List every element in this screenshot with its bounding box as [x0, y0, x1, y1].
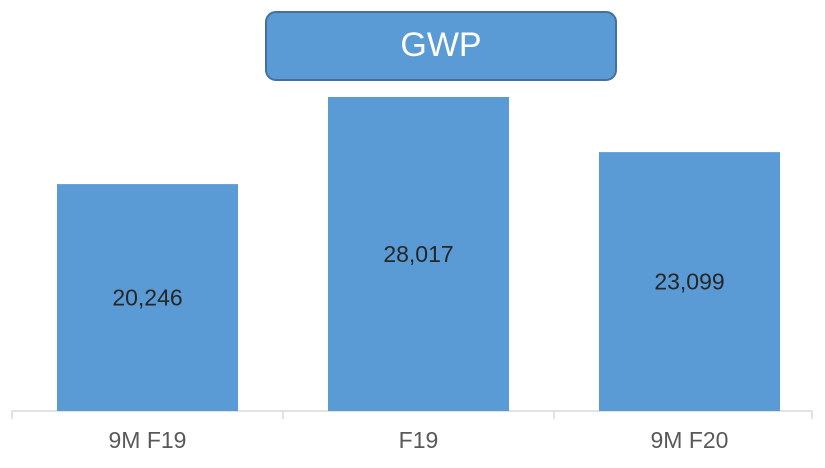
- bar: [57, 184, 238, 411]
- x-tick-label: 9M F19: [109, 427, 187, 453]
- title-box: [265, 11, 617, 81]
- chart-title: GWP: [400, 26, 481, 64]
- data-label: 20,246: [112, 285, 182, 311]
- x-tick-label: 9M F20: [651, 427, 729, 453]
- x-tick-label: F19: [399, 427, 439, 453]
- data-label: 23,099: [654, 269, 724, 295]
- data-label: 28,017: [383, 241, 453, 267]
- bar: [328, 97, 509, 411]
- bar: [599, 152, 780, 411]
